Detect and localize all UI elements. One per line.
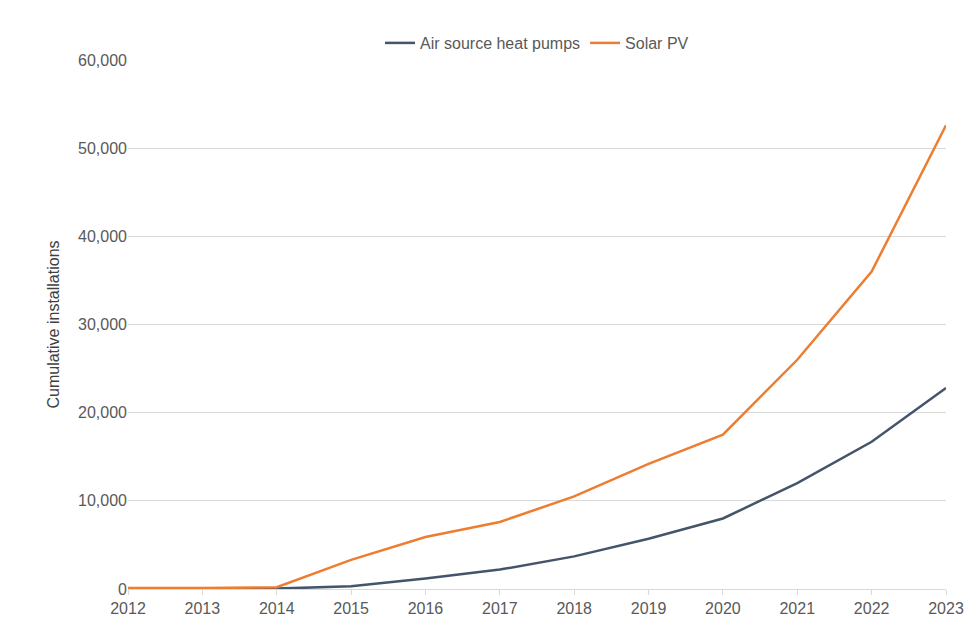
svg-text:2017: 2017	[482, 600, 518, 617]
svg-text:2016: 2016	[408, 600, 444, 617]
svg-text:2018: 2018	[556, 600, 592, 617]
svg-text:Solar PV: Solar PV	[625, 35, 688, 52]
svg-text:50,000: 50,000	[78, 140, 127, 157]
svg-text:Cumulative installations: Cumulative installations	[45, 240, 62, 408]
svg-text:2023: 2023	[928, 600, 964, 617]
svg-text:0: 0	[118, 581, 127, 598]
svg-text:2021: 2021	[779, 600, 815, 617]
svg-text:2020: 2020	[705, 600, 741, 617]
svg-text:10,000: 10,000	[78, 492, 127, 509]
svg-text:2013: 2013	[185, 600, 221, 617]
svg-text:Air source heat pumps: Air source heat pumps	[420, 35, 580, 52]
svg-text:2014: 2014	[259, 600, 295, 617]
svg-text:30,000: 30,000	[78, 316, 127, 333]
svg-text:2019: 2019	[631, 600, 667, 617]
svg-text:20,000: 20,000	[78, 404, 127, 421]
svg-text:2015: 2015	[333, 600, 369, 617]
svg-text:60,000: 60,000	[78, 52, 127, 69]
svg-text:2022: 2022	[854, 600, 890, 617]
svg-text:2012: 2012	[110, 600, 146, 617]
svg-text:40,000: 40,000	[78, 228, 127, 245]
